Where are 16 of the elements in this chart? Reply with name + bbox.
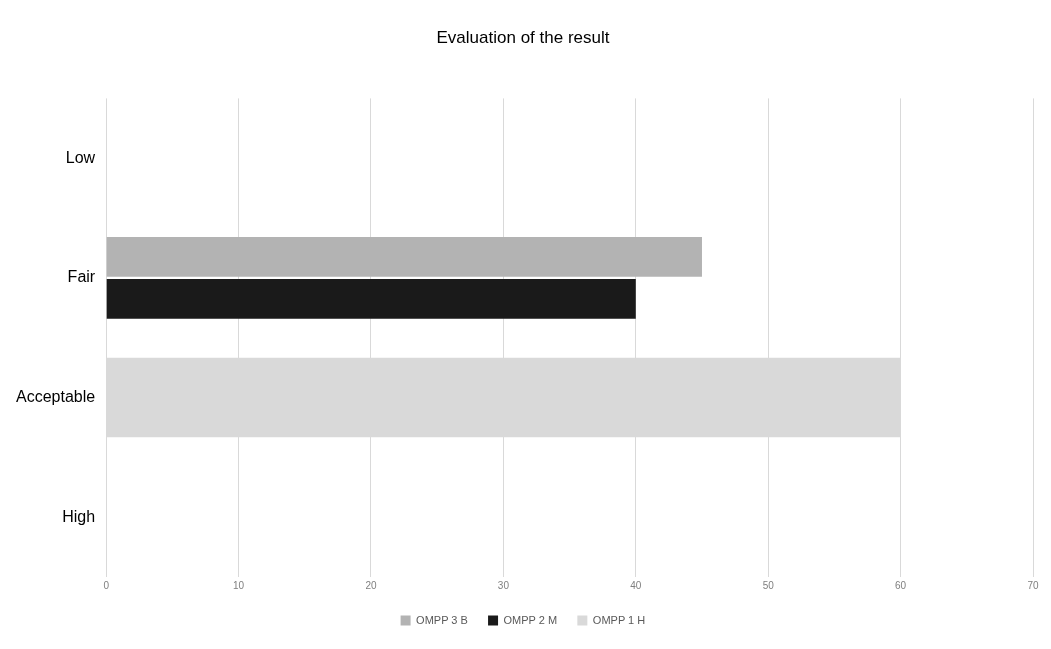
x-tick-label: 40 <box>630 579 642 591</box>
x-tick-label: 60 <box>895 579 907 591</box>
x-tick-label: 50 <box>762 579 775 591</box>
y-tick-label: Fair <box>67 268 96 286</box>
y-tick-label: Acceptable <box>15 387 96 405</box>
x-tick-label: 70 <box>1027 579 1039 591</box>
legend-label: OMPP 2 M <box>503 613 558 626</box>
x-tick-label: 30 <box>497 579 510 591</box>
x-tick-label: 20 <box>365 579 377 591</box>
legend-label: OMPP 3 B <box>416 613 468 626</box>
legend-label: OMPP 1 H <box>592 613 646 626</box>
y-tick-label: High <box>62 507 96 525</box>
y-tick-label: Low <box>65 148 96 166</box>
chart-title: Evaluation of the result <box>436 27 610 47</box>
x-tick-label: 0 <box>103 579 110 591</box>
x-tick-label: 10 <box>233 579 245 591</box>
